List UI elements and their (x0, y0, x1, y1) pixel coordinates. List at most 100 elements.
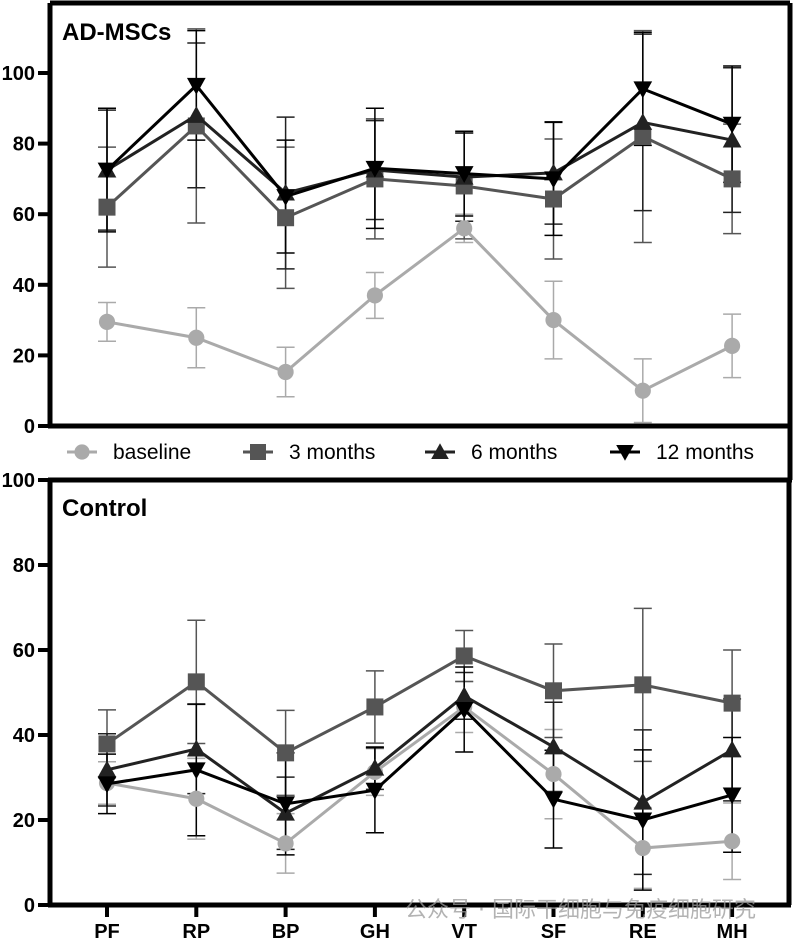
legend-item: 6 months (425, 441, 557, 464)
data-point (366, 287, 383, 304)
data-point (277, 835, 294, 852)
y-tick-label: 100 (2, 470, 35, 492)
data-point (365, 160, 385, 178)
data-point (724, 337, 741, 354)
x-tick-label: RP (182, 921, 210, 940)
data-point (366, 698, 384, 716)
legend-item: 12 months (610, 441, 754, 464)
series-3-months (98, 647, 741, 762)
data-point (277, 209, 295, 227)
data-point (97, 776, 117, 794)
data-point (277, 363, 294, 381)
legend-label: 3 months (289, 441, 375, 464)
series-line (106, 226, 733, 393)
y-tick-label: 0 (24, 895, 35, 917)
data-point (365, 758, 385, 776)
data-point (454, 166, 474, 183)
data-point (724, 833, 741, 850)
x-tick-label: RE (629, 921, 657, 940)
series-6-months (97, 106, 742, 201)
data-point (365, 782, 385, 800)
data-point (722, 130, 742, 148)
data-point (186, 77, 206, 95)
data-point (186, 762, 206, 780)
data-point (98, 313, 116, 330)
data-point (723, 694, 741, 712)
data-point (633, 113, 653, 130)
data-point (544, 737, 563, 755)
data-point (545, 312, 562, 329)
series-line (106, 654, 733, 755)
x-tick-label: SF (541, 921, 567, 940)
data-point (722, 740, 742, 758)
legend-marker-square (250, 444, 266, 460)
data-point (456, 220, 473, 237)
x-tick-label: BP (272, 921, 300, 940)
series-line (105, 83, 733, 199)
y-tick-label: 0 (24, 416, 35, 438)
y-tick-label: 100 (2, 63, 35, 85)
y-tick-label: 20 (13, 345, 35, 367)
series-12-months (97, 702, 742, 830)
data-point (722, 787, 742, 805)
x-tick-label: GH (360, 921, 390, 940)
data-point (186, 106, 206, 123)
x-tick-label: MH (717, 921, 748, 940)
y-tick-label: 80 (13, 134, 35, 156)
panel-title: Control (62, 495, 147, 522)
data-point (97, 162, 117, 180)
y-tick-label: 80 (13, 555, 35, 577)
data-point (276, 796, 295, 814)
y-tick-label: 60 (13, 640, 35, 662)
series-line (105, 123, 733, 220)
data-point (634, 676, 652, 694)
data-point (634, 839, 651, 857)
data-point (454, 686, 474, 704)
data-point (634, 382, 651, 399)
watermark-text: 公众号 · 国际干细胞与免疫细胞研究 (405, 898, 756, 923)
error-bars-3-months (98, 28, 742, 290)
legend: baseline 3 months 6 months 12 months (48, 426, 793, 483)
series-line (106, 694, 733, 815)
data-point (455, 647, 473, 665)
data-point (188, 329, 205, 346)
data-point (544, 171, 563, 189)
data-point (634, 128, 652, 146)
legend-label: 12 months (656, 441, 754, 464)
data-point (186, 739, 206, 757)
series-line (106, 707, 733, 822)
series-baseline (98, 698, 741, 857)
data-point (544, 791, 563, 809)
data-point (633, 812, 653, 830)
legend-marker-triangle-up (431, 443, 449, 460)
data-point (545, 682, 562, 700)
x-tick-label: VT (451, 921, 477, 940)
data-point (545, 766, 562, 783)
error-bars-6-months (98, 33, 742, 270)
legend-label: baseline (113, 441, 191, 464)
y-tick-label: 40 (13, 275, 35, 297)
data-point (187, 673, 205, 691)
data-point (97, 760, 117, 778)
data-point (98, 735, 116, 753)
series-line (106, 705, 733, 850)
panel-control: 0 20 40 60 80 100 PF RP BP GH VT SF RE MH Control (2, 470, 792, 940)
data-point (633, 792, 653, 810)
data-point (277, 744, 295, 762)
data-point (188, 790, 205, 807)
data-point (98, 198, 116, 216)
legend-marker-circle (74, 444, 90, 460)
data-point (276, 189, 295, 206)
y-tick-label: 20 (13, 810, 35, 832)
data-point (633, 81, 653, 99)
panel-title: AD-MSCs (62, 19, 171, 46)
y-tick-label: 40 (13, 725, 35, 747)
data-point (722, 116, 742, 134)
legend-marker-triangle-down (616, 444, 634, 461)
series-12-months (97, 77, 742, 206)
panel-ad-mscs: 0 20 40 60 80 100 AD-MSCs (2, 0, 793, 438)
data-point (454, 702, 474, 719)
data-point (545, 190, 562, 208)
series-baseline (98, 220, 741, 399)
legend-item: baseline (67, 441, 191, 464)
